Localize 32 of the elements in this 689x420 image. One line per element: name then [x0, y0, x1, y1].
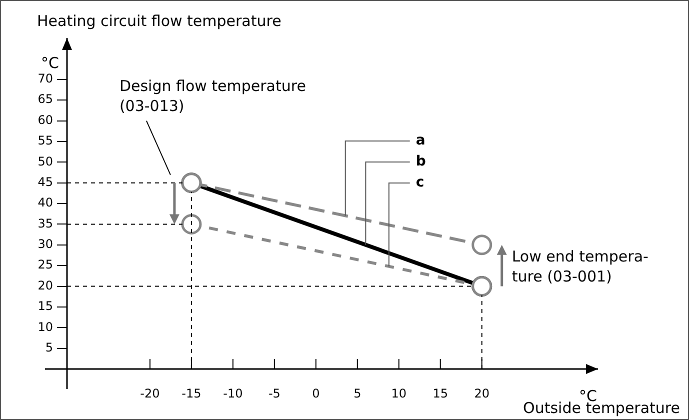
y-tick-label: 65	[38, 92, 53, 106]
y-tick-label: 45	[38, 174, 53, 189]
text: b	[416, 154, 426, 170]
text: °C	[41, 54, 59, 72]
x-tick-label: -10	[223, 386, 243, 400]
y-tick-label: 10	[38, 320, 53, 334]
y-tick-label: 25	[38, 258, 53, 272]
x-tick-label: 20	[474, 386, 490, 400]
y-tick-label: 60	[38, 112, 53, 127]
x-tick-label: -15	[182, 386, 202, 400]
y-axis-title: Heating circuit flow temperature	[37, 12, 282, 30]
x-tick-label: 0	[312, 386, 320, 400]
text: a	[416, 132, 426, 149]
y-tick-label: 30	[38, 237, 53, 251]
y-tick-label: 5	[45, 340, 53, 354]
x-tick-label: 10	[391, 386, 407, 400]
x-tick-label: 15	[432, 386, 448, 400]
y-tick-label: 50	[38, 154, 53, 168]
y-tick-label: 35	[38, 216, 53, 230]
point	[472, 234, 492, 256]
x-tick-label: 5	[354, 386, 362, 400]
y-tick-label: 15	[38, 299, 53, 314]
y-tick-label: 40	[38, 196, 53, 210]
annotation: Design flow temperature (03-013)	[119, 76, 306, 115]
y-tick-label: 55	[38, 134, 53, 148]
x-tick-label: -5	[268, 386, 280, 400]
text: c	[416, 174, 424, 191]
point	[181, 214, 202, 234]
x-tick-label: -20	[140, 386, 160, 400]
y-tick-label: 20	[38, 278, 53, 292]
y-tick-label: 70	[38, 72, 53, 86]
annotation: Low end tempera- ture (03-001)	[512, 248, 648, 286]
